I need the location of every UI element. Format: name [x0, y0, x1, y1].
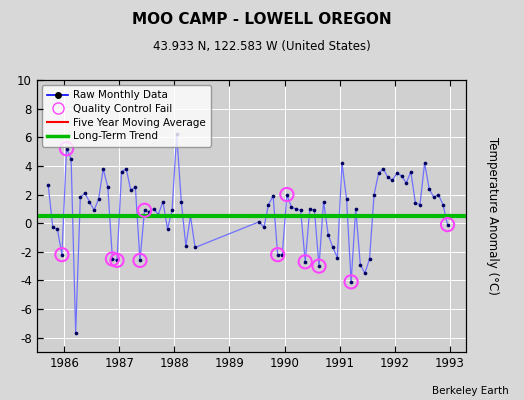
- Point: [393, 170, 401, 176]
- Point: [85, 198, 94, 205]
- Point: [108, 256, 117, 262]
- Point: [338, 160, 346, 166]
- Point: [420, 160, 429, 166]
- Point: [187, 213, 195, 219]
- Text: MOO CAMP - LOWELL OREGON: MOO CAMP - LOWELL OREGON: [132, 12, 392, 27]
- Point: [347, 279, 355, 285]
- Point: [127, 187, 135, 194]
- Point: [168, 207, 176, 214]
- Point: [140, 207, 149, 214]
- Point: [315, 263, 323, 269]
- Point: [113, 257, 121, 264]
- Point: [407, 168, 415, 175]
- Point: [122, 166, 130, 172]
- Point: [94, 196, 103, 202]
- Point: [58, 252, 66, 258]
- Point: [76, 194, 84, 200]
- Point: [375, 170, 383, 176]
- Point: [264, 201, 272, 208]
- Point: [352, 206, 360, 212]
- Point: [379, 166, 387, 172]
- Point: [287, 204, 296, 211]
- Point: [384, 174, 392, 180]
- Point: [182, 243, 190, 249]
- Point: [58, 252, 66, 258]
- Point: [361, 270, 369, 276]
- Point: [53, 226, 61, 232]
- Point: [342, 196, 351, 202]
- Point: [260, 224, 268, 231]
- Point: [443, 221, 452, 228]
- Point: [154, 211, 162, 218]
- Point: [90, 207, 99, 214]
- Point: [163, 226, 172, 232]
- Point: [425, 186, 433, 192]
- Point: [388, 177, 397, 184]
- Point: [278, 252, 287, 258]
- Point: [274, 252, 282, 258]
- Point: [416, 201, 424, 208]
- Point: [365, 256, 374, 262]
- Point: [67, 156, 75, 162]
- Point: [62, 146, 71, 152]
- Legend: Raw Monthly Data, Quality Control Fail, Five Year Moving Average, Long-Term Tren: Raw Monthly Data, Quality Control Fail, …: [42, 85, 211, 146]
- Point: [310, 207, 319, 214]
- Point: [62, 146, 71, 152]
- Point: [191, 244, 199, 251]
- Point: [402, 180, 410, 186]
- Point: [439, 201, 447, 208]
- Point: [292, 206, 300, 212]
- Point: [269, 193, 277, 199]
- Point: [333, 254, 342, 261]
- Point: [347, 279, 355, 285]
- Point: [149, 206, 158, 212]
- Point: [434, 191, 443, 198]
- Point: [297, 207, 305, 214]
- Point: [301, 259, 309, 265]
- Text: 43.933 N, 122.583 W (United States): 43.933 N, 122.583 W (United States): [153, 40, 371, 53]
- Point: [274, 252, 282, 258]
- Point: [49, 224, 57, 231]
- Point: [329, 244, 337, 251]
- Point: [145, 208, 154, 215]
- Point: [320, 198, 328, 205]
- Point: [113, 257, 121, 264]
- Y-axis label: Temperature Anomaly (°C): Temperature Anomaly (°C): [486, 137, 499, 295]
- Point: [172, 131, 181, 138]
- Point: [44, 181, 52, 188]
- Point: [81, 190, 89, 196]
- Point: [356, 262, 365, 268]
- Point: [117, 168, 126, 175]
- Text: Berkeley Earth: Berkeley Earth: [432, 386, 508, 396]
- Point: [397, 173, 406, 179]
- Point: [411, 200, 420, 206]
- Point: [136, 257, 144, 264]
- Point: [324, 232, 332, 238]
- Point: [315, 263, 323, 269]
- Point: [131, 184, 139, 190]
- Point: [282, 191, 291, 198]
- Point: [370, 191, 378, 198]
- Point: [140, 207, 149, 214]
- Point: [108, 256, 117, 262]
- Point: [282, 191, 291, 198]
- Point: [301, 259, 309, 265]
- Point: [99, 166, 107, 172]
- Point: [443, 221, 452, 228]
- Point: [255, 218, 264, 225]
- Point: [305, 206, 314, 212]
- Point: [177, 198, 185, 205]
- Point: [430, 194, 438, 200]
- Point: [104, 184, 112, 190]
- Point: [159, 198, 167, 205]
- Point: [136, 257, 144, 264]
- Point: [71, 330, 80, 336]
